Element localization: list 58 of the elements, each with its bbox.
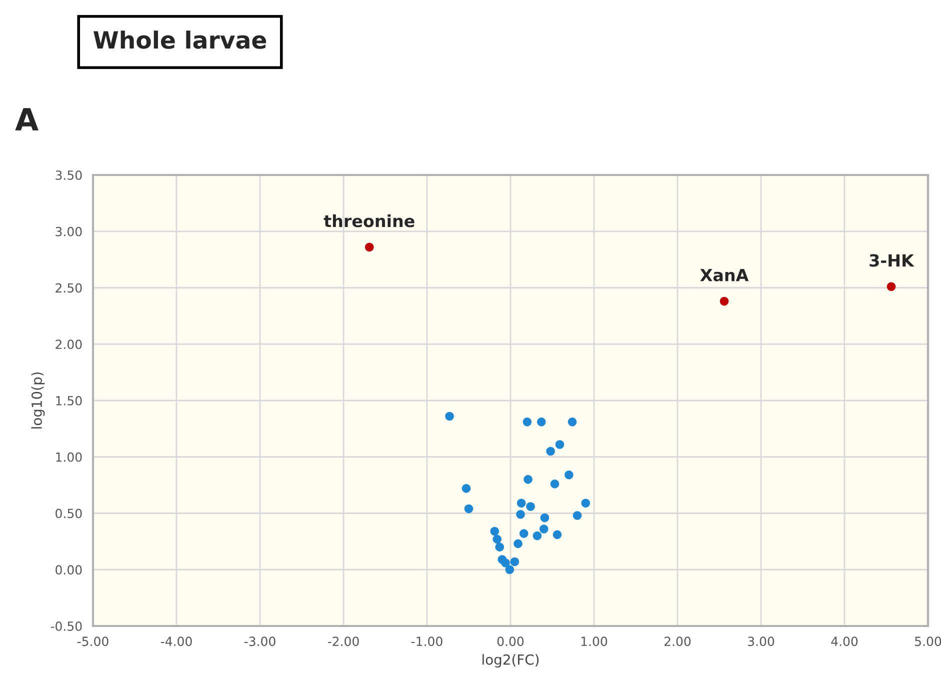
point <box>516 498 526 508</box>
point <box>555 440 564 449</box>
annotation: 3-HK <box>870 254 914 267</box>
y-tick-label: 0.00 <box>56 565 82 575</box>
point <box>490 526 500 536</box>
x-axis-title: log2(FC) <box>482 654 539 668</box>
point <box>886 282 896 292</box>
point <box>564 470 574 480</box>
point <box>524 475 532 484</box>
point <box>532 531 542 540</box>
x-tick-label: -2.00 <box>328 636 359 646</box>
point <box>364 242 374 252</box>
y-tick-label: 3.00 <box>56 226 82 236</box>
y-tick-label: -0.50 <box>50 621 82 631</box>
point <box>462 484 471 493</box>
point <box>552 530 562 540</box>
point <box>516 510 525 519</box>
point <box>522 418 532 426</box>
point <box>510 557 520 566</box>
point <box>519 529 528 538</box>
point <box>540 524 548 534</box>
point <box>464 504 474 514</box>
point <box>540 513 550 522</box>
x-tick-label: 5.00 <box>915 636 941 646</box>
point <box>546 446 555 456</box>
point <box>501 558 510 568</box>
x-tick-label: -5.00 <box>77 636 108 646</box>
point <box>514 539 522 548</box>
point <box>495 542 504 552</box>
y-axis-title: log10(p) <box>31 372 45 428</box>
point <box>572 511 582 520</box>
x-tick-label: 4.00 <box>831 636 858 646</box>
chart-subtitle: A <box>15 108 38 130</box>
x-tick-label: -4.00 <box>160 636 192 646</box>
point <box>537 418 546 426</box>
y-tick-label: 2.00 <box>56 340 82 350</box>
annotation: threonine <box>324 214 414 228</box>
annotation: XanA <box>700 268 749 282</box>
chart-title: Whole larvae <box>94 30 266 49</box>
y-tick-label: 1.00 <box>56 452 82 462</box>
y-tick-label: 1.50 <box>56 396 82 406</box>
point <box>445 412 454 421</box>
point <box>550 480 560 488</box>
point <box>526 502 535 511</box>
x-tick-label: -3.00 <box>244 636 276 646</box>
point <box>505 565 514 574</box>
point <box>720 296 729 306</box>
point <box>581 498 590 508</box>
y-tick-label: 0.50 <box>56 508 82 518</box>
x-tick-label: 1.00 <box>581 636 608 646</box>
x-tick-label: 0.00 <box>497 636 524 646</box>
y-tick-label: 2.50 <box>56 283 82 293</box>
x-tick-label: -1.00 <box>411 636 442 646</box>
y-tick-label: 3.50 <box>56 170 82 180</box>
point <box>568 418 577 426</box>
x-tick-label: 2.00 <box>664 636 691 646</box>
x-tick-label: 3.00 <box>748 636 774 646</box>
point <box>492 534 502 544</box>
